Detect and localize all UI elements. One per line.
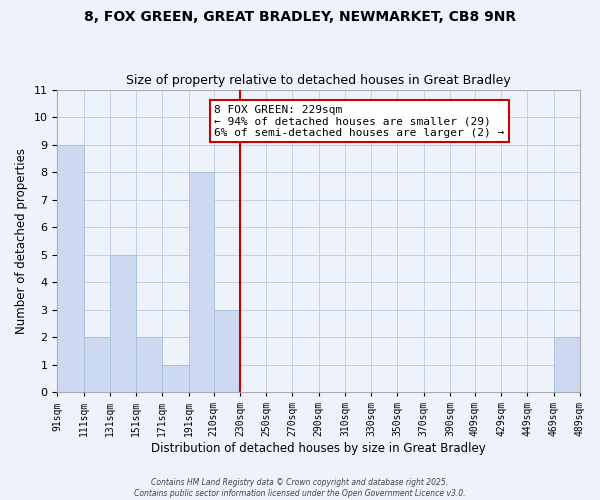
Bar — [188, 172, 214, 392]
X-axis label: Distribution of detached houses by size in Great Bradley: Distribution of detached houses by size … — [151, 442, 486, 455]
Title: Size of property relative to detached houses in Great Bradley: Size of property relative to detached ho… — [126, 74, 511, 87]
Bar — [214, 310, 240, 392]
Bar — [554, 337, 580, 392]
Bar — [110, 254, 136, 392]
Text: Contains HM Land Registry data © Crown copyright and database right 2025.
Contai: Contains HM Land Registry data © Crown c… — [134, 478, 466, 498]
Text: 8 FOX GREEN: 229sqm
← 94% of detached houses are smaller (29)
6% of semi-detache: 8 FOX GREEN: 229sqm ← 94% of detached ho… — [214, 104, 505, 138]
Bar — [136, 337, 163, 392]
Bar — [57, 144, 83, 392]
Bar — [83, 337, 110, 392]
Bar — [163, 364, 188, 392]
Text: 8, FOX GREEN, GREAT BRADLEY, NEWMARKET, CB8 9NR: 8, FOX GREEN, GREAT BRADLEY, NEWMARKET, … — [84, 10, 516, 24]
Y-axis label: Number of detached properties: Number of detached properties — [15, 148, 28, 334]
